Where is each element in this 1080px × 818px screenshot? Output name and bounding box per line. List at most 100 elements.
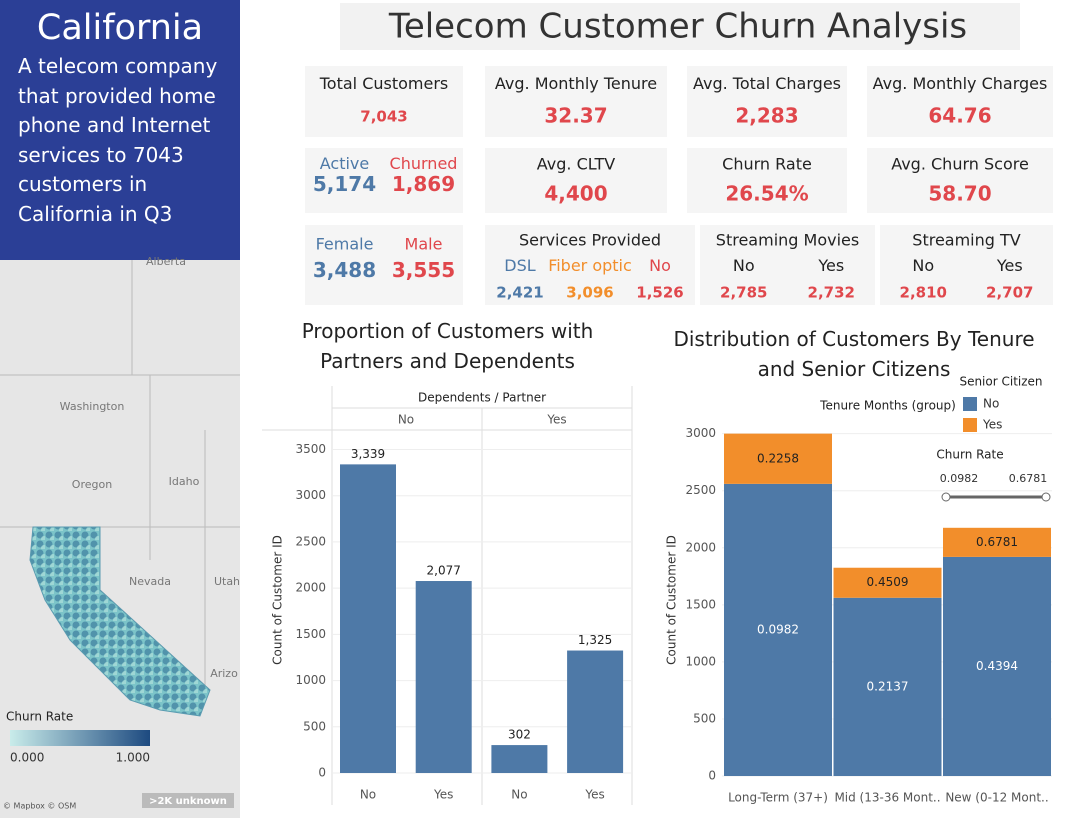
filter-handle	[941, 492, 951, 502]
kpi-value: 2,283	[735, 104, 798, 128]
kpi-item-value: 2,810	[900, 284, 947, 302]
kpi-item-value: 2,732	[808, 284, 855, 302]
kpi-item-value: 1,526	[636, 284, 683, 302]
map-label: Alberta	[146, 255, 186, 268]
header-box	[340, 3, 1020, 50]
y-tick-label: 0	[318, 766, 326, 780]
y-tick-label: 0	[708, 769, 716, 783]
map-label: Utah	[214, 575, 240, 588]
kpi-label: Avg. Total Charges	[693, 74, 841, 93]
y-tick-label: 500	[303, 719, 326, 733]
legend-max: 1.000	[116, 751, 150, 765]
y-tick-label: 1500	[295, 627, 326, 641]
california-points	[29, 526, 211, 717]
kpi-value: 26.54%	[725, 181, 808, 205]
kpi-item-label: Churned	[390, 154, 458, 173]
facet-label: Yes	[546, 413, 566, 427]
kpi-card	[305, 148, 463, 213]
kpi-item-value: 2,785	[720, 284, 767, 302]
bar	[415, 581, 472, 773]
sidebar: California A telecom company that provid…	[0, 0, 240, 260]
kpi-card	[305, 66, 463, 137]
map-label: Washington	[60, 400, 125, 413]
y-tick-label: 2500	[295, 534, 326, 548]
x-tick-label: Yes	[584, 788, 604, 802]
x-axis-title: Tenure Months (group)	[819, 399, 956, 413]
kpi-item-value: 3,096	[566, 284, 613, 302]
map-label: Idaho	[169, 475, 200, 488]
kpi-card	[687, 66, 847, 137]
kpi-card	[880, 225, 1053, 305]
kpi-card	[867, 148, 1053, 213]
bar-segment	[833, 567, 942, 598]
facet-title: Dependents / Partner	[418, 391, 546, 405]
kpi-card	[485, 148, 667, 213]
y-tick-label: 3000	[685, 426, 716, 440]
legend-min: 0.000	[10, 751, 44, 765]
kpi-item-label: DSL	[504, 256, 535, 275]
x-tick-label: No	[360, 788, 376, 802]
sidebar-description: A telecom company that provided home pho…	[18, 54, 218, 226]
facet-label: No	[398, 413, 414, 427]
filter-value: 0.6781	[1009, 472, 1048, 485]
kpi-item-value: 2,421	[496, 284, 543, 302]
churn-rate-label: 0.4394	[976, 659, 1018, 673]
unknown-badge	[142, 793, 234, 808]
kpi-value: 58.70	[928, 181, 991, 205]
legend-label: No	[983, 397, 999, 411]
kpi-item-label: Yes	[817, 256, 844, 275]
bar	[340, 464, 396, 773]
kpi-card	[700, 225, 875, 305]
churn-rate-label: 0.6781	[976, 535, 1018, 549]
filter-handle	[1041, 492, 1051, 502]
filter-value: 0.0982	[940, 472, 979, 485]
kpi-item-value: 2,707	[986, 284, 1033, 302]
bar-segment	[724, 483, 832, 776]
kpi-item-value: 3,555	[392, 258, 455, 282]
chart-title: Distribution of Customers By Tenure and …	[673, 327, 1035, 381]
kpi-title: Streaming TV	[912, 231, 1020, 250]
kpi-card	[867, 66, 1053, 137]
churn-rate-label: 0.2137	[867, 679, 909, 693]
kpi-label: Churn Rate	[722, 154, 812, 173]
bar-segment	[943, 527, 1051, 557]
bar	[567, 650, 624, 773]
kpi-title: Streaming Movies	[716, 231, 859, 250]
kpi-item-label: Female	[316, 235, 374, 254]
bar-segment	[724, 433, 832, 484]
y-tick-label: 2000	[295, 581, 326, 595]
y-tick-label: 1500	[685, 597, 716, 611]
map-label: Arizo	[210, 667, 238, 680]
unknown-label: >2K unknown	[149, 796, 227, 807]
x-tick-label: New (0-12 Mont..	[945, 791, 1048, 805]
y-axis-title: Count of Customer ID	[271, 535, 285, 665]
churn-rate-label: 0.0982	[757, 622, 799, 636]
kpi-item-label: No	[733, 256, 755, 275]
kpi-label: Total Customers	[319, 74, 449, 93]
kpi-card	[687, 148, 847, 213]
y-tick-label: 3000	[295, 488, 326, 502]
bar-segment	[833, 597, 942, 776]
x-tick-label: Mid (13-36 Mont..	[834, 791, 940, 805]
value-label: 2,077	[427, 564, 461, 578]
bar	[491, 745, 548, 773]
y-tick-label: 2500	[685, 483, 716, 497]
legend-swatch	[963, 418, 977, 432]
y-tick-label: 2000	[685, 540, 716, 554]
map-label: Nevada	[129, 575, 171, 588]
x-tick-label: Yes	[433, 788, 453, 802]
x-tick-label: Long-Term (37+)	[728, 791, 828, 805]
kpi-title: Services Provided	[519, 231, 661, 250]
filter-title: Churn Rate	[936, 448, 1003, 462]
value-label: 302	[508, 728, 531, 742]
y-tick-label: 1000	[295, 673, 326, 687]
kpi-label: Avg. Monthly Tenure	[495, 74, 657, 93]
kpi-item-label: Fiber optic	[548, 256, 632, 275]
kpi-item-label: Active	[320, 154, 370, 173]
kpi-label: Avg. Churn Score	[891, 154, 1029, 173]
value-label: 3,339	[351, 447, 385, 461]
legend-title: Senior Citizen	[959, 375, 1042, 389]
x-tick-label: No	[511, 788, 527, 802]
kpi-value: 4,400	[544, 181, 607, 205]
